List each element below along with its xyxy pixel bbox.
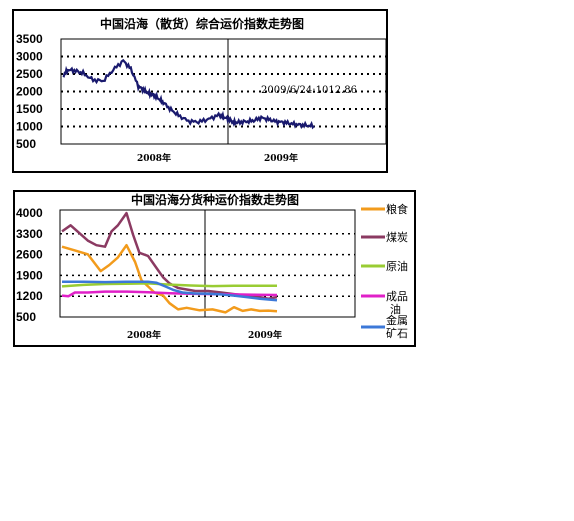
y-tick-label: 2000 <box>16 85 43 99</box>
y-tick-label: 500 <box>16 310 36 324</box>
legend-label: 粮食 <box>386 202 408 216</box>
composite-index-chart: 中国沿海（散货）综合运价指数走势图 3500 3000 2500 2000 1500 100… <box>16 16 387 164</box>
x-tick-label: 2008年 <box>127 329 161 341</box>
y-tick-label: 3500 <box>16 32 43 46</box>
x-tick-label: 2008年 <box>137 152 171 164</box>
y-tick-label: 3000 <box>16 50 43 64</box>
series-line <box>62 280 278 302</box>
y-tick-label: 2500 <box>16 67 43 81</box>
series-line <box>61 282 277 288</box>
y-tick-label: 1000 <box>16 120 43 134</box>
x-tick-label: 2009年 <box>264 152 298 164</box>
chart-title: 中国沿海（散货）综合运价指数走势图 <box>100 16 304 31</box>
legend-label: 金属矿石 <box>386 313 408 340</box>
cargo-type-index-chart: 中国沿海分货种运价指数走势图 4000 3300 2600 1900 1200 500 200… <box>16 192 408 341</box>
y-tick-label: 3300 <box>16 227 43 241</box>
y-tick-label: 500 <box>16 137 36 151</box>
latest-value-annotation: 2009/6/24:1012.86 <box>261 85 357 96</box>
legend-label: 原油 <box>386 259 408 273</box>
series-line <box>61 243 278 314</box>
legend-label: 成品油 <box>386 290 408 316</box>
composite-index-chart-panel: 中国沿海（散货）综合运价指数走势图 3500 3000 2500 2000 1500 100… <box>12 9 388 173</box>
chart-title: 中国沿海分货种运价指数走势图 <box>131 192 299 207</box>
x-tick-label: 2009年 <box>248 329 282 341</box>
cargo-type-index-chart-panel: 中国沿海分货种运价指数走势图 4000 3300 2600 1900 1200 500 200… <box>13 190 416 347</box>
y-tick-label: 4000 <box>16 206 43 220</box>
plot-area <box>59 209 356 318</box>
y-tick-label: 2600 <box>16 248 43 262</box>
y-tick-label: 1900 <box>16 268 43 282</box>
y-tick-label: 1200 <box>16 289 43 303</box>
composite-index-series-line <box>62 58 315 130</box>
legend-label: 煤炭 <box>386 231 408 244</box>
y-tick-label: 1500 <box>16 102 43 116</box>
